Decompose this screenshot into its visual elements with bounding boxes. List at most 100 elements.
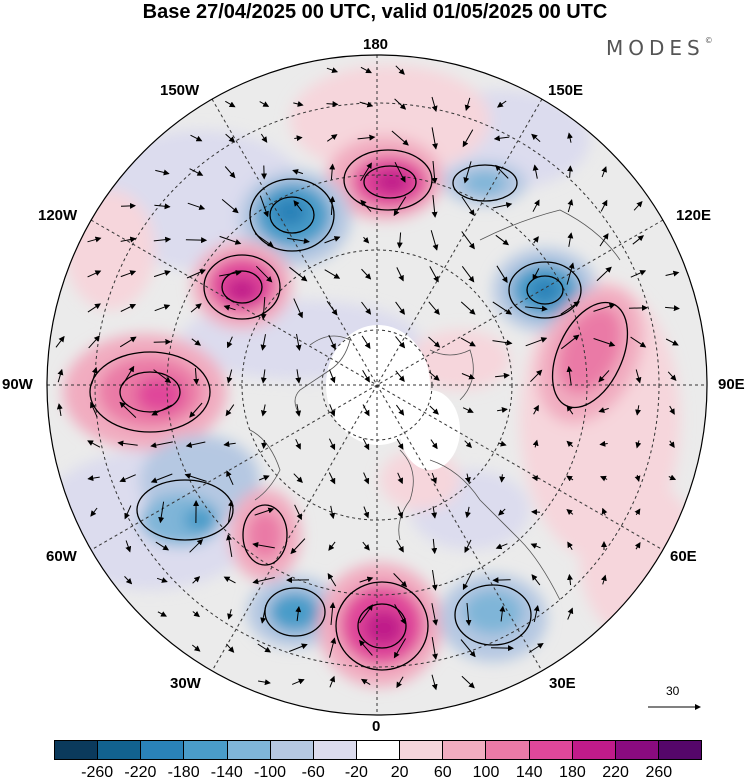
wind-arrow bbox=[532, 199, 540, 212]
wind-arrow bbox=[328, 472, 336, 485]
wind-arrow bbox=[150, 473, 173, 483]
wind-arrow bbox=[396, 267, 404, 282]
wind-arrow bbox=[328, 334, 336, 350]
wind-arrow bbox=[326, 300, 338, 316]
wind-arrow bbox=[324, 269, 341, 279]
anomaly-field bbox=[47, 65, 700, 687]
wind-arrow bbox=[189, 402, 203, 418]
wind-arrow bbox=[462, 129, 474, 148]
wind-arrow bbox=[499, 474, 506, 483]
wind-arrow bbox=[224, 166, 236, 179]
wind-arrow bbox=[496, 100, 507, 108]
wind-arrow bbox=[361, 268, 372, 280]
wind-arrow bbox=[357, 134, 376, 141]
wind-arrow bbox=[566, 404, 574, 415]
wind-arrow bbox=[396, 676, 404, 689]
wind-arrow bbox=[329, 163, 336, 180]
wind-arrow bbox=[153, 369, 172, 384]
wind-arrow bbox=[566, 440, 574, 448]
wind-arrow bbox=[185, 237, 208, 244]
wind-arrow bbox=[363, 506, 370, 519]
wind-arrow bbox=[567, 132, 573, 143]
wind-arrow bbox=[87, 440, 101, 448]
wind-arrow bbox=[189, 538, 204, 553]
wind-arrow bbox=[530, 543, 541, 549]
wind-arrow bbox=[567, 199, 574, 213]
wind-arrow bbox=[395, 65, 405, 75]
wind-arrow bbox=[329, 369, 336, 384]
wind-arrow bbox=[461, 196, 475, 216]
lon-label-90e: 90E bbox=[718, 376, 745, 393]
wind-arrow bbox=[125, 540, 132, 553]
lon-label-120e: 120E bbox=[676, 207, 712, 224]
wind-arrow bbox=[295, 369, 302, 384]
lon-label-0: 0 bbox=[372, 718, 381, 735]
wind-arrow bbox=[560, 301, 580, 315]
wind-arrow bbox=[395, 336, 406, 349]
wind-arrow bbox=[57, 368, 64, 383]
wind-arrow bbox=[393, 573, 408, 588]
wind-arrow bbox=[227, 500, 234, 523]
wind-arrow bbox=[119, 474, 136, 483]
wind-arrow bbox=[90, 401, 98, 418]
wind-arrow bbox=[600, 199, 608, 212]
wind-arrow bbox=[395, 370, 405, 382]
wind-arrow bbox=[260, 605, 267, 624]
wind-arrow bbox=[532, 236, 539, 244]
wind-arrow bbox=[226, 534, 233, 557]
wind-arrow bbox=[431, 96, 438, 112]
colorbar-tick-label: 100 bbox=[472, 764, 500, 781]
wind-arrow bbox=[226, 643, 235, 653]
wind-arrow bbox=[358, 639, 373, 656]
wind-arrow bbox=[326, 101, 339, 108]
wind-arrow bbox=[185, 441, 206, 448]
brand-name: MODES bbox=[606, 36, 705, 60]
wind-arrow bbox=[259, 101, 270, 107]
wind-arrow bbox=[630, 336, 647, 348]
wind-arrow bbox=[119, 401, 137, 418]
wind-arrow bbox=[87, 236, 102, 243]
wind-arrow bbox=[155, 169, 170, 176]
colorbar-tick-label: -60 bbox=[301, 764, 325, 781]
wind-arrow bbox=[329, 637, 337, 658]
wind-arrow bbox=[460, 639, 476, 658]
wind-arrow bbox=[635, 369, 642, 384]
wind-arrow bbox=[225, 404, 235, 417]
wind-arrow bbox=[464, 473, 471, 484]
wind-arrow bbox=[531, 133, 541, 142]
wind-arrow bbox=[632, 235, 644, 245]
wind-arrow bbox=[252, 542, 275, 549]
wind-arrow bbox=[396, 539, 404, 553]
wind-arrow bbox=[363, 472, 370, 485]
lon-label-90w: 90W bbox=[2, 376, 33, 393]
wind-arrow bbox=[191, 644, 201, 652]
wind-arrow bbox=[498, 440, 507, 447]
wind-arrow bbox=[465, 602, 472, 626]
wind-arrow bbox=[362, 404, 370, 417]
wind-arrow bbox=[462, 407, 474, 413]
colorbar-tick-label: -180 bbox=[167, 764, 200, 781]
lon-label-60e: 60E bbox=[670, 548, 697, 565]
wind-arrow bbox=[360, 199, 372, 212]
wind-arrow bbox=[464, 440, 473, 449]
wind-arrow bbox=[56, 403, 63, 416]
wind-arrow bbox=[225, 100, 236, 108]
wind-arrow bbox=[360, 66, 372, 74]
wind-arrow bbox=[295, 404, 302, 417]
wind-arrow bbox=[290, 538, 306, 555]
wind-arrow bbox=[495, 164, 509, 179]
wind-arrow bbox=[226, 336, 233, 349]
wind-arrow bbox=[567, 607, 574, 620]
wind-arrow bbox=[289, 266, 308, 282]
wind-arrow bbox=[495, 543, 508, 550]
wind-arrow bbox=[395, 404, 405, 416]
wind-arrow bbox=[186, 269, 206, 279]
wind-arrow bbox=[528, 642, 544, 653]
wind-arrow bbox=[260, 133, 268, 143]
wind-arrow bbox=[329, 602, 336, 626]
wind-arrow bbox=[327, 134, 338, 142]
wind-arrow bbox=[533, 605, 540, 623]
colorbar-swatch bbox=[270, 741, 314, 759]
wind-arrow bbox=[260, 369, 267, 384]
wind-arrow bbox=[634, 508, 641, 516]
